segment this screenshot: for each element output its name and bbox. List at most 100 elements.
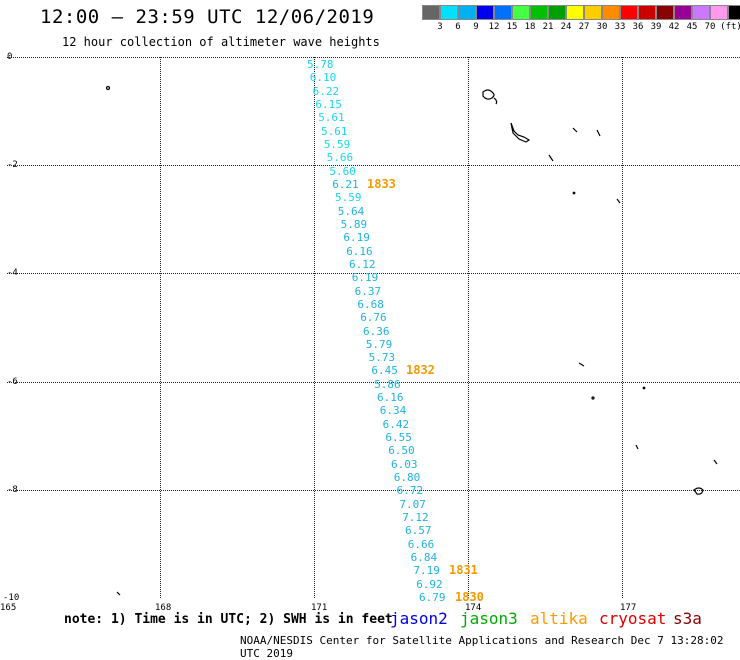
legend-swatch xyxy=(620,5,638,20)
island-outline xyxy=(578,362,585,367)
legend-label: 27 xyxy=(578,22,590,32)
legend-swatch xyxy=(602,5,620,20)
wave-height-value: 5.59 xyxy=(335,191,362,205)
island-outline xyxy=(105,85,111,91)
longitude-label: 177 xyxy=(620,603,637,613)
wave-height-value: 6.19 xyxy=(351,271,379,285)
legend-swatch xyxy=(656,5,674,20)
legend-label: 3 xyxy=(437,22,443,32)
island-outline xyxy=(693,487,704,495)
legend-label: 18 xyxy=(524,22,536,32)
latitude-label: -4 xyxy=(7,268,18,278)
wave-height-value: 6.66 xyxy=(407,537,435,551)
wave-height-value: 6.16 xyxy=(346,244,373,258)
wave-height-value: 6.15 xyxy=(315,97,342,111)
wave-height-value: 7.12 xyxy=(402,511,429,525)
island-outline xyxy=(572,191,576,195)
wave-height-value: 6.42 xyxy=(382,417,410,431)
wave-height-value: 5.79 xyxy=(365,337,393,351)
wave-height-value: 6.92 xyxy=(416,577,443,591)
wave-height-value: 5.60 xyxy=(329,164,356,178)
wave-height-value: 6.19 xyxy=(343,231,370,245)
satellite-name: jason3 xyxy=(460,609,518,628)
wave-height-value: 5.73 xyxy=(368,351,396,365)
track-time-label: 1833 xyxy=(367,177,396,191)
legend-label: 9 xyxy=(473,22,479,32)
track-time-label: 1832 xyxy=(406,363,435,377)
satellite-name: altika xyxy=(530,609,588,628)
wave-height-value: 6.84 xyxy=(410,551,438,565)
wave-height-value: 6.79 xyxy=(419,591,446,604)
wave-height-value: 6.12 xyxy=(349,257,376,271)
legend-swatch xyxy=(566,5,584,20)
wave-height-value: 6.80 xyxy=(393,471,421,485)
legend-swatch xyxy=(728,5,740,20)
legend-label: 15 xyxy=(506,22,518,32)
island-outline xyxy=(548,154,554,162)
legend-label: 24 xyxy=(560,22,572,32)
island-outline xyxy=(713,459,718,465)
island-outline xyxy=(616,198,621,204)
wave-height-value: 5.64 xyxy=(337,204,365,218)
island-outline xyxy=(510,122,531,143)
legend-label: 33 xyxy=(614,22,626,32)
latitude-gridline xyxy=(7,273,740,274)
units-note: note: 1) Time is in UTC; 2) SWH is in fe… xyxy=(64,612,393,627)
wave-height-value: 6.50 xyxy=(388,444,415,458)
island-outline xyxy=(591,396,595,400)
legend-swatch xyxy=(548,5,566,20)
island-outline xyxy=(572,127,578,133)
wave-height-value: 6.03 xyxy=(391,457,418,471)
wave-height-value: 5.86 xyxy=(374,377,401,391)
wave-height-value: 7.19 xyxy=(413,564,440,578)
wave-height-value: 6.72 xyxy=(396,484,424,498)
wave-height-value: 6.36 xyxy=(363,324,390,338)
wave-height-value: 7.07 xyxy=(399,497,426,511)
satellite-name: jason2 xyxy=(390,609,448,628)
latitude-label: -10 xyxy=(3,593,20,603)
longitude-gridline xyxy=(160,57,161,598)
longitude-label: 171 xyxy=(311,603,328,613)
legend-swatch xyxy=(458,5,476,20)
latitude-label: -8 xyxy=(7,485,18,495)
wave-height-value: 5.61 xyxy=(321,124,348,138)
island-outline xyxy=(482,89,495,100)
color-legend xyxy=(422,5,740,20)
legend-label: 21 xyxy=(542,22,554,32)
legend-label: 12 xyxy=(488,22,500,32)
legend-label: 45 xyxy=(686,22,698,32)
wave-height-value: 5.59 xyxy=(323,137,351,151)
legend-swatch xyxy=(494,5,512,20)
legend-swatch xyxy=(440,5,458,20)
credit-line: NOAA/NESDIS Center for Satellite Applica… xyxy=(240,634,724,660)
legend-swatch xyxy=(710,5,728,20)
longitude-gridline xyxy=(468,57,469,598)
wave-height-value: 6.10 xyxy=(309,71,337,85)
wave-height-value: 6.68 xyxy=(357,297,384,311)
wave-height-value: 6.45 xyxy=(371,364,398,378)
legend-swatch xyxy=(584,5,602,20)
island-shapes xyxy=(105,85,718,596)
legend-swatch xyxy=(512,5,530,20)
latitude-label: -2 xyxy=(7,160,18,170)
wave-height-value: 6.21 xyxy=(332,177,359,191)
wave-height-value: 6.55 xyxy=(385,431,412,445)
latitude-gridline xyxy=(7,382,740,383)
wave-height-value: 6.37 xyxy=(354,284,382,298)
wave-height-value: 5.89 xyxy=(340,217,368,231)
latitude-gridline xyxy=(7,490,740,491)
legend-label: 36 xyxy=(632,22,644,32)
latitude-label: 0 xyxy=(7,52,13,62)
legend-label: 70 xyxy=(704,22,716,32)
map-title: 12:00 – 23:59 UTC 12/06/2019 xyxy=(40,6,375,28)
latitude-gridline xyxy=(7,57,740,58)
longitude-gridline xyxy=(622,57,623,598)
legend-swatch xyxy=(638,5,656,20)
wave-height-value: 6.22 xyxy=(312,84,340,98)
legend-swatch xyxy=(530,5,548,20)
longitude-label: 174 xyxy=(465,603,482,613)
island-outline xyxy=(493,97,498,105)
legend-label: 30 xyxy=(596,22,608,32)
island-outline xyxy=(642,386,646,390)
legend-swatch xyxy=(476,5,494,20)
